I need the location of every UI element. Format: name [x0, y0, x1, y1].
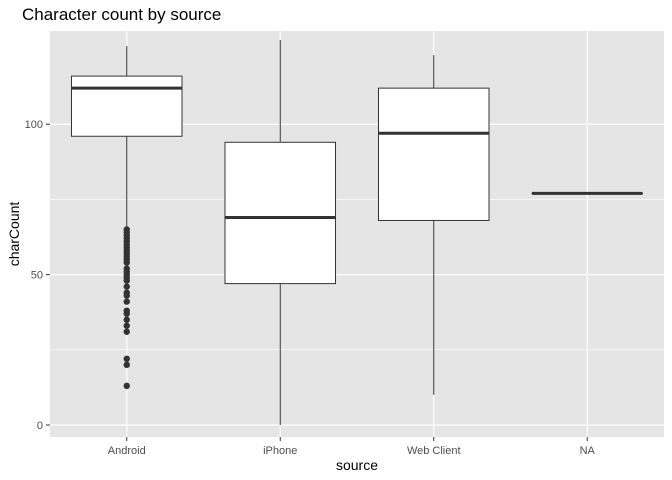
outlier-point [123, 292, 130, 299]
outlier-point [123, 322, 130, 329]
box-android [70, 46, 183, 390]
outlier-point [123, 298, 130, 305]
x-axis: Android iPhone Web Client NA [108, 437, 596, 457]
outlier-point [123, 310, 130, 317]
x-tick-label: NA [580, 445, 596, 457]
x-axis-title: source [336, 457, 378, 473]
outlier-point [123, 361, 130, 369]
y-tick-label: 0 [37, 420, 43, 432]
y-tick-label: 50 [31, 270, 43, 282]
box-iqr [377, 87, 490, 221]
y-axis-title: charCount [6, 202, 22, 267]
outlier-point [123, 283, 130, 290]
box-layer [70, 40, 644, 425]
y-tick-label: 100 [25, 119, 43, 131]
y-axis: 0 50 100 [25, 119, 50, 432]
box-web-client [377, 55, 490, 395]
outlier-point [123, 316, 130, 323]
x-tick-label: iPhone [263, 445, 297, 457]
box-iphone [224, 40, 337, 425]
outlier-point [123, 277, 130, 284]
outlier-point [123, 259, 130, 266]
outlier-point [123, 382, 130, 390]
outlier-point [123, 355, 130, 363]
x-tick-label: Web Client [407, 445, 461, 457]
outlier-point [123, 328, 130, 335]
chart-title: Character count by source [22, 5, 221, 24]
box-iqr [70, 75, 183, 137]
box-iqr [224, 141, 337, 285]
x-tick-label: Android [108, 445, 146, 457]
